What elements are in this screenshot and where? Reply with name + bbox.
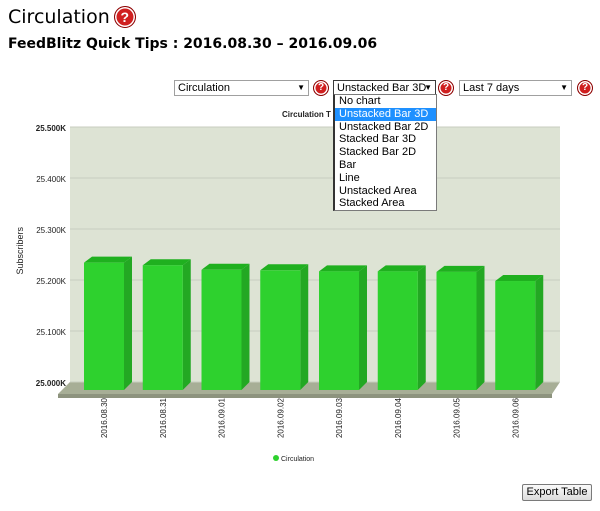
bar-top [377, 265, 426, 272]
dropdown-option[interactable]: Line [339, 171, 360, 184]
legend-label: Circulation [281, 456, 314, 463]
bar-top [495, 275, 544, 282]
x-tick-label: 2016.09.02 [276, 397, 285, 438]
metric-select[interactable]: Circulation ▼ [174, 80, 309, 96]
y-tick-label: 25.100K [36, 328, 66, 337]
bar-side [359, 265, 367, 390]
x-tick-label: 2016.08.30 [100, 397, 109, 438]
y-axis-label: Subscribers [15, 226, 25, 274]
page-title: Circulation [8, 6, 110, 28]
y-tick-label: 25.400K [36, 175, 66, 184]
chart-title: Circulation T [282, 110, 331, 119]
page-subtitle: FeedBlitz Quick Tips : 2016.08.30 – 2016… [8, 36, 378, 52]
bar-front [84, 262, 124, 390]
bar-side [417, 265, 426, 390]
bar [260, 264, 309, 390]
help-icon[interactable]: ? [113, 6, 136, 28]
y-tick-label: 25.200K [36, 277, 66, 286]
chart-type-select-value: Unstacked Bar 3D [337, 82, 427, 94]
bar [377, 265, 426, 390]
chevron-down-icon: ▼ [560, 83, 568, 92]
y-tick-label: 25.300K [36, 226, 66, 235]
bar-top [319, 265, 367, 272]
metric-select-value: Circulation [178, 82, 230, 94]
bar [319, 265, 367, 390]
bar-side [300, 264, 309, 390]
chevron-down-icon: ▼ [297, 83, 305, 92]
dropdown-option[interactable]: Unstacked Bar 2D [339, 120, 429, 133]
dropdown-option[interactable]: Unstacked Bar 3D [335, 107, 436, 121]
x-tick-label: 2016.09.05 [453, 397, 462, 438]
x-tick-label: 2016.08.31 [159, 397, 168, 438]
dropdown-option[interactable]: Bar [339, 158, 357, 171]
bar-top [142, 259, 191, 266]
bar-top [201, 263, 250, 270]
bar-side [476, 265, 485, 390]
bar-front [436, 271, 477, 390]
bar-top [436, 265, 485, 272]
bar-side [535, 275, 544, 390]
dropdown-option[interactable]: Unstacked Area [339, 184, 417, 197]
bar [436, 265, 485, 390]
bar-side [182, 259, 191, 390]
help-icon[interactable]: ? [438, 80, 454, 96]
bar-front [319, 271, 359, 390]
chevron-down-icon: ▼ [424, 83, 432, 92]
bar-front [377, 271, 418, 390]
y-tick-label: 25.500K [36, 124, 66, 133]
bar-top [84, 256, 132, 263]
bar [495, 275, 544, 390]
export-table-button[interactable]: Export Table [522, 484, 592, 501]
dropdown-option[interactable]: Stacked Bar 2D [339, 146, 417, 159]
help-icon[interactable]: ? [313, 80, 329, 96]
bar [201, 263, 250, 390]
page-header: Circulation ? [8, 4, 136, 30]
range-select-value: Last 7 days [463, 82, 520, 94]
bar-side [124, 256, 132, 390]
range-select[interactable]: Last 7 days ▼ [459, 80, 572, 96]
plot-floor [58, 382, 560, 394]
y-tick-label: 25.000K [36, 379, 66, 388]
legend-marker [273, 455, 279, 461]
bar-front [495, 281, 536, 390]
x-tick-label: 2016.09.03 [335, 397, 344, 438]
chart-type-dropdown[interactable]: No chart Unstacked Bar 3D Unstacked Bar … [333, 94, 437, 212]
bar-side [241, 263, 250, 390]
help-icon[interactable]: ? [577, 80, 593, 96]
bar [142, 259, 191, 390]
circulation-chart: 25.000K 25.100K 25.200K 25.300K 25.400K 25.50… [15, 110, 560, 463]
bar-front [201, 269, 242, 390]
dropdown-option[interactable]: Stacked Area [339, 197, 405, 210]
dropdown-option[interactable]: Stacked Bar 3D [339, 133, 417, 146]
bar-front [260, 270, 301, 390]
x-tick-label: 2016.09.04 [394, 397, 403, 438]
bar-front [142, 265, 183, 390]
bar-top [260, 264, 309, 271]
dropdown-option[interactable]: No chart [339, 95, 381, 107]
bar [84, 256, 132, 390]
plot-floor-edge [58, 394, 552, 398]
x-tick-label: 2016.09.01 [218, 397, 227, 438]
x-tick-label: 2016.09.06 [511, 397, 520, 438]
